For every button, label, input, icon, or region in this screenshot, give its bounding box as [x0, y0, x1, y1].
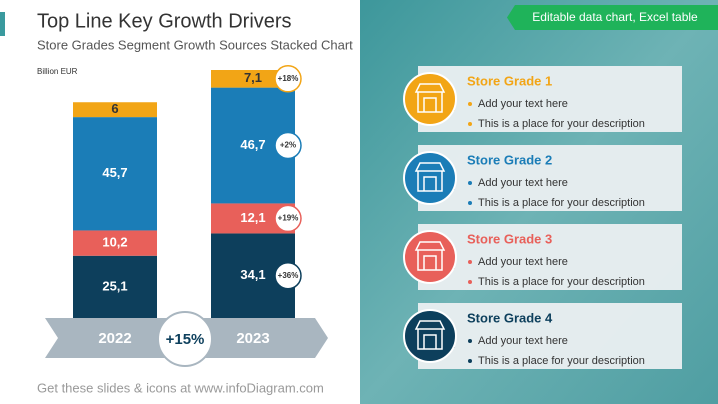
- legend-card: [418, 66, 682, 132]
- bar-segment: [211, 70, 295, 88]
- store-icon: [414, 241, 446, 271]
- bullet: [468, 181, 472, 185]
- growth-badge: [274, 204, 302, 233]
- legend-entry: Store Grade 3: [467, 231, 552, 246]
- growth-badge: [274, 261, 302, 290]
- subtitle: Store Grades Segment Growth Sources Stac…: [37, 37, 353, 52]
- growth-label: +19%: [278, 214, 299, 223]
- bullet: [468, 102, 472, 106]
- growth-badge: [274, 65, 302, 93]
- value-label: 45,7: [102, 165, 127, 180]
- value-label: 10,2: [102, 235, 127, 250]
- banner-shape: [507, 5, 718, 30]
- card-line: This is a place for your description: [478, 276, 645, 288]
- legend-card: [418, 145, 682, 211]
- total-growth: +15%: [166, 331, 205, 348]
- bar-segment: [73, 117, 157, 231]
- footer: Get these slides & icons at www.infoDiag…: [37, 380, 324, 395]
- card-line: Add your text here: [478, 177, 568, 189]
- growth-badge: [274, 131, 302, 160]
- card-line: This is a place for your description: [478, 355, 645, 367]
- bar-segment: [73, 255, 157, 318]
- x-tick-label: 2023: [236, 330, 269, 347]
- card-line: Add your text here: [478, 256, 568, 268]
- x-tick-label: 2022: [98, 330, 131, 347]
- bullet: [468, 122, 472, 126]
- card-line: This is a place for your description: [478, 197, 645, 209]
- bar-segment: [73, 102, 157, 118]
- legend-icon: [403, 230, 457, 284]
- card-line: Add your text here: [478, 335, 568, 347]
- value-label: 7,1: [244, 70, 262, 85]
- card-line: This is a place for your description: [478, 118, 645, 130]
- bullet: [468, 201, 472, 205]
- bullet: [468, 359, 472, 363]
- title: Top Line Key Growth Drivers: [37, 10, 292, 32]
- store-icon: [414, 162, 446, 192]
- legend-icon: [403, 309, 457, 363]
- legend-icon: [403, 151, 457, 205]
- bullet: [468, 339, 472, 343]
- bar-segment: [73, 230, 157, 256]
- growth-label: +36%: [278, 271, 299, 280]
- store-icon: [414, 83, 446, 113]
- bullet: [468, 280, 472, 284]
- store-icon: [414, 320, 446, 350]
- legend-entry: Store Grade 1: [467, 73, 552, 88]
- card-line: Add your text here: [478, 98, 568, 110]
- title-marker: [0, 12, 5, 36]
- total-badge: [157, 311, 213, 367]
- value-label: 25,1: [102, 278, 127, 293]
- growth-label: +18%: [278, 74, 299, 83]
- legend-card: [418, 303, 682, 369]
- legend-icon: [403, 72, 457, 126]
- bullet: [468, 260, 472, 264]
- value-label: 12,1: [240, 210, 265, 225]
- value-label: 34,1: [240, 267, 265, 282]
- value-label: 6: [111, 101, 118, 116]
- y-label: Billion EUR: [37, 67, 78, 76]
- banner: Editable data chart, Excel table: [532, 10, 698, 24]
- legend-card: [418, 224, 682, 290]
- value-label: 46,7: [240, 137, 265, 152]
- legend-entry: Store Grade 2: [467, 152, 552, 167]
- legend-entry: Store Grade 4: [467, 310, 553, 325]
- growth-label: +2%: [280, 141, 296, 150]
